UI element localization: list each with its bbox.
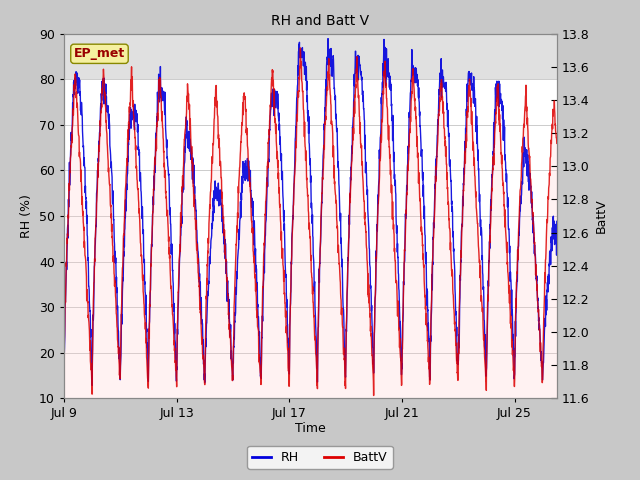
Y-axis label: RH (%): RH (%) bbox=[20, 194, 33, 238]
Y-axis label: BattV: BattV bbox=[595, 199, 608, 233]
Legend: RH, BattV: RH, BattV bbox=[248, 446, 392, 469]
Text: RH and Batt V: RH and Batt V bbox=[271, 14, 369, 28]
X-axis label: Time: Time bbox=[295, 422, 326, 435]
Text: EP_met: EP_met bbox=[74, 48, 125, 60]
Bar bbox=[64, 34, 557, 79]
